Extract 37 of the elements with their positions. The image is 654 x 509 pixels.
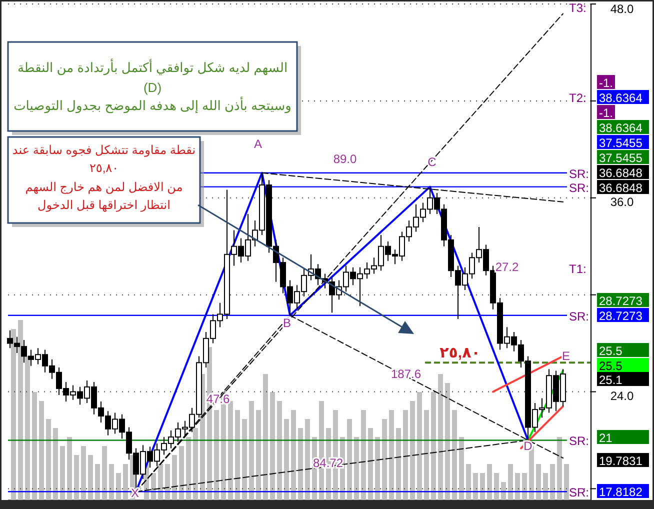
text: 36.6848: [599, 166, 643, 180]
ref-line-label: SR:: [569, 486, 590, 500]
text: 37.5455: [599, 151, 643, 165]
annotation: نقطة مقاومة تتشكل فجوه سابقة عند ٢٥,٨٠ من الافضل لمن هم خارج السهم انتظار اختراقها قبل الدخول: [12, 143, 196, 212]
ref-line-label: SR:: [569, 309, 590, 324]
text: 25.5: [599, 359, 623, 373]
text: 28.7273: [599, 294, 643, 308]
y-tick-label: 24.0: [610, 388, 634, 403]
text: T1:: [569, 262, 586, 276]
ref-line-label: SR:: [569, 166, 590, 181]
annotation: D: [524, 439, 533, 453]
annotation: 187.6: [390, 367, 422, 381]
y-tick-label: 36.0: [610, 194, 634, 209]
text: -1.: [599, 76, 614, 90]
ref-line-label: SR:: [569, 434, 590, 448]
text: 21: [599, 431, 613, 445]
annotation: C: [428, 155, 437, 169]
annotation: 84.72: [312, 456, 344, 470]
annotation: A: [254, 137, 262, 151]
ref-line-label: SR:: [569, 180, 590, 195]
text: T3:: [569, 1, 586, 15]
text: 38.6364: [599, 91, 643, 105]
text: 17.8182: [599, 485, 643, 499]
text: 25.1: [599, 373, 623, 387]
ref-line-label: ٢٥,٨٠: [440, 344, 480, 362]
annotation: 27.2: [495, 260, 519, 274]
text: 19.7831: [599, 454, 643, 468]
annotation: E: [562, 349, 570, 363]
y-tick-label: 48.0: [610, 2, 634, 16]
text: 37.5455: [599, 136, 643, 150]
text: 36.6848: [599, 181, 643, 195]
text: 38.6364: [599, 121, 643, 135]
annotation: 89.0: [333, 152, 357, 166]
text: 25.5: [599, 344, 623, 358]
text: -1.: [599, 106, 614, 120]
text: 28.7273: [599, 309, 643, 323]
text: T2:: [569, 91, 586, 105]
